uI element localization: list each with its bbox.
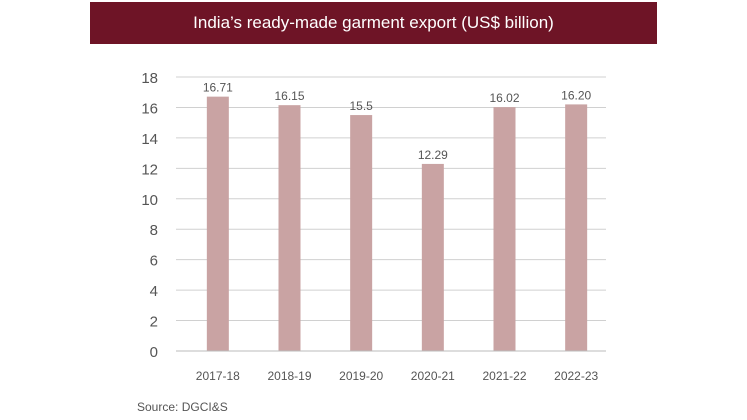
data-label: 12.29	[418, 148, 448, 162]
y-tick-label: 6	[150, 253, 158, 270]
y-tick-label: 2	[150, 314, 158, 331]
bar	[493, 107, 516, 351]
bar	[278, 105, 301, 352]
y-tick-label: 12	[141, 161, 158, 178]
x-tick-label: 2021-22	[482, 369, 526, 383]
y-tick-label: 0	[150, 344, 158, 361]
data-label: 16.20	[561, 88, 591, 102]
bar	[350, 115, 373, 351]
bar	[565, 104, 588, 352]
x-tick-label: 2017-18	[196, 369, 240, 383]
bar	[421, 163, 444, 351]
x-tick-label: 2019-20	[339, 369, 383, 383]
bar	[206, 96, 229, 352]
data-label: 15.5	[349, 99, 373, 113]
y-tick-label: 4	[150, 283, 158, 300]
data-label: 16.15	[274, 89, 304, 103]
x-tick-label: 2020-21	[411, 369, 455, 383]
y-tick-label: 8	[150, 222, 158, 239]
data-label: 16.71	[203, 81, 233, 95]
y-tick-label: 14	[141, 131, 158, 148]
data-label: 16.02	[489, 91, 519, 105]
source-note: Source: DGCI&S	[137, 400, 228, 414]
y-tick-label: 16	[141, 100, 158, 117]
y-tick-label: 18	[141, 70, 158, 87]
y-tick-label: 10	[141, 192, 158, 209]
chart-title: India’s ready-made garment export (US$ b…	[90, 2, 657, 44]
x-tick-label: 2022-23	[554, 369, 598, 383]
x-tick-label: 2018-19	[267, 369, 311, 383]
